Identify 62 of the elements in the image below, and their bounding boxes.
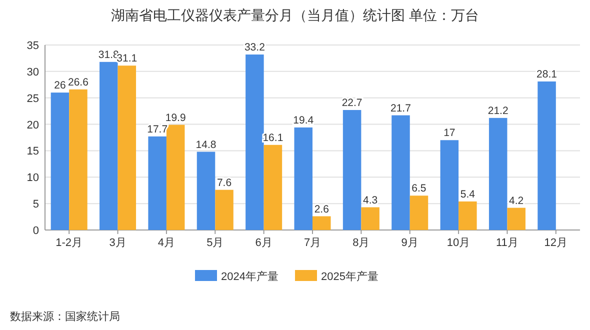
- data-label: 4.3: [363, 194, 378, 206]
- bar: [538, 81, 556, 230]
- bar: [100, 62, 118, 230]
- x-tick-label: 1-2月: [56, 237, 83, 249]
- bar: [507, 208, 526, 230]
- data-label: 21.7: [390, 102, 412, 114]
- legend-label: 2024年产量: [221, 270, 278, 283]
- x-tick-label: 5月: [206, 237, 224, 249]
- data-label: 17: [444, 127, 456, 140]
- data-label: 33.2: [244, 42, 266, 54]
- bar: [488, 118, 508, 230]
- data-label: 31.1: [116, 52, 138, 65]
- data-label: 14.8: [196, 138, 216, 151]
- y-tick-label: 15: [26, 146, 39, 158]
- data-label: 2.6: [314, 203, 330, 216]
- data-label: 4.2: [509, 194, 524, 207]
- y-tick-label: 35: [26, 40, 39, 52]
- x-tick-label: 4月: [158, 237, 176, 249]
- x-tick-label: 12月: [544, 237, 568, 249]
- data-label: 5.4: [460, 188, 476, 200]
- bar: [264, 144, 282, 230]
- data-label: 26.6: [68, 76, 89, 88]
- bar: [392, 115, 410, 230]
- bar: [50, 92, 70, 230]
- x-tick-label: 8月: [352, 237, 370, 249]
- x-tick-label: 9月: [401, 237, 418, 249]
- y-tick-label: 10: [26, 172, 39, 184]
- bar: [148, 136, 166, 230]
- x-tick-label: 11月: [496, 237, 518, 249]
- data-label: 6.5: [412, 182, 426, 195]
- bar: [196, 152, 216, 230]
- x-tick-label: 3月: [109, 237, 126, 249]
- x-tick-label: 10月: [446, 237, 470, 249]
- data-label: 7.6: [216, 176, 232, 189]
- y-tick-label: 20: [26, 119, 39, 132]
- bar: [215, 190, 234, 230]
- source-note: 数据来源：国家统计局: [10, 310, 120, 323]
- y-tick-label: 0: [32, 225, 39, 237]
- bar: [312, 216, 331, 230]
- data-label: 22.7: [342, 97, 362, 110]
- bar: [246, 54, 264, 230]
- bar: [410, 196, 428, 230]
- data-label: 19.9: [165, 112, 186, 124]
- y-tick-label: 25: [26, 92, 39, 105]
- bar: [118, 66, 136, 230]
- bar: [361, 207, 380, 230]
- bar: [342, 110, 362, 230]
- y-tick-label: 5: [32, 198, 39, 211]
- data-label: 19.4: [293, 114, 314, 126]
- bar: [458, 201, 477, 230]
- data-label: 21.2: [488, 104, 508, 117]
- y-tick-label: 30: [26, 66, 39, 78]
- chart-title: 湖南省电工仪器仪表产量分月（当月值）统计图 单位：万台: [111, 7, 479, 23]
- legend-label: 2025年产量: [321, 270, 378, 283]
- data-label: 28.1: [536, 68, 558, 80]
- x-tick-label: 7月: [304, 237, 322, 249]
- x-tick-label: 6月: [255, 237, 272, 249]
- bar: [166, 124, 185, 230]
- bar: [294, 127, 312, 230]
- bar: [440, 140, 459, 230]
- bar: [69, 89, 88, 230]
- data-label: 26: [54, 80, 66, 92]
